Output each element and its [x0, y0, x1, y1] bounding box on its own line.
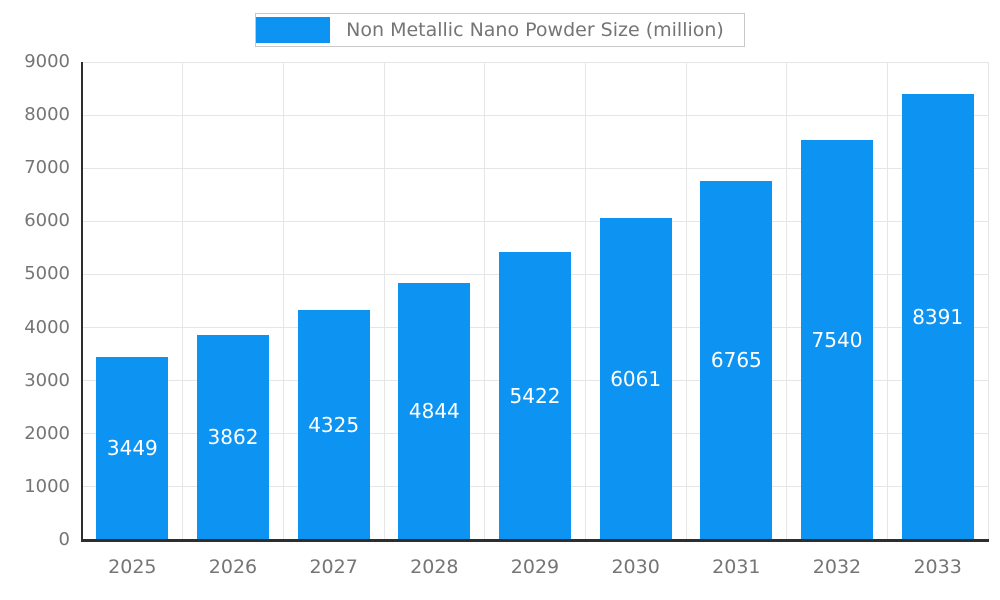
- y-axis-tick-label: 2000: [24, 422, 70, 444]
- gridline-horizontal: [82, 167, 988, 169]
- y-axis-tick-label: 0: [58, 529, 70, 550]
- y-axis-line: [81, 62, 83, 541]
- bar-value-label: 3862: [207, 425, 259, 450]
- bar: 3862: [197, 334, 269, 540]
- x-axis-tick-label: 2027: [309, 556, 358, 578]
- gridline-horizontal: [82, 220, 988, 222]
- bar: 4844: [398, 282, 471, 540]
- bar: 8391: [901, 94, 974, 540]
- bar-value-label: 4325: [308, 413, 360, 438]
- x-axis-tick-label: 2028: [410, 556, 459, 578]
- y-axis-tick-label: 6000: [24, 210, 70, 232]
- y-axis-tick-label: 7000: [24, 157, 70, 179]
- x-axis-line: [81, 539, 989, 542]
- bar-value-label: 4844: [408, 399, 460, 424]
- legend-swatch: [256, 17, 331, 43]
- bar: 7540: [801, 139, 873, 540]
- gridline-vertical: [685, 62, 687, 540]
- bar-value-label: 3449: [106, 436, 158, 461]
- gridline-horizontal: [82, 61, 988, 63]
- bar-value-label: 6061: [610, 367, 662, 392]
- x-axis-tick-label: 2029: [510, 556, 560, 578]
- legend-label: Non Metallic Nano Powder Size (million): [346, 19, 724, 41]
- y-axis-tick-label: 5000: [24, 263, 70, 285]
- y-axis-tick-label: 1000: [24, 475, 70, 497]
- gridline-horizontal: [82, 114, 988, 116]
- bar-value-label: 7540: [811, 327, 863, 352]
- x-axis-tick-label: 2026: [208, 556, 258, 578]
- bar: 3449: [96, 356, 169, 540]
- bar-value-label: 5422: [509, 384, 561, 408]
- gridline-vertical: [282, 62, 284, 540]
- gridline-vertical: [786, 62, 788, 540]
- bar-value-label: 8391: [912, 305, 964, 330]
- bar: 4325: [297, 310, 370, 540]
- legend-item: Non Metallic Nano Powder Size (million): [255, 13, 745, 47]
- x-axis-tick-label: 2033: [913, 556, 962, 578]
- y-axis-tick-label: 9000: [24, 51, 70, 72]
- x-axis-tick-label: 2025: [108, 556, 157, 578]
- x-axis-tick-label: 2030: [611, 556, 660, 578]
- gridline-vertical: [182, 62, 184, 540]
- x-axis-tick-label: 2032: [812, 556, 862, 578]
- bar: 5422: [499, 252, 571, 540]
- chart-legend: Non Metallic Nano Powder Size (million): [0, 13, 1000, 47]
- bar: 6765: [700, 180, 773, 540]
- x-axis-tick-label: 2031: [712, 556, 761, 578]
- y-axis-tick-label: 4000: [24, 316, 70, 338]
- y-axis-tick-label: 3000: [24, 369, 70, 391]
- bar-value-label: 6765: [710, 348, 762, 373]
- bar: 6061: [599, 218, 672, 540]
- gridline-vertical: [987, 62, 989, 540]
- y-axis-tick-label: 8000: [24, 104, 70, 126]
- gridline-vertical: [484, 62, 486, 540]
- gridline-vertical: [584, 62, 586, 540]
- gridline-vertical: [886, 62, 888, 540]
- gridline-vertical: [383, 62, 385, 540]
